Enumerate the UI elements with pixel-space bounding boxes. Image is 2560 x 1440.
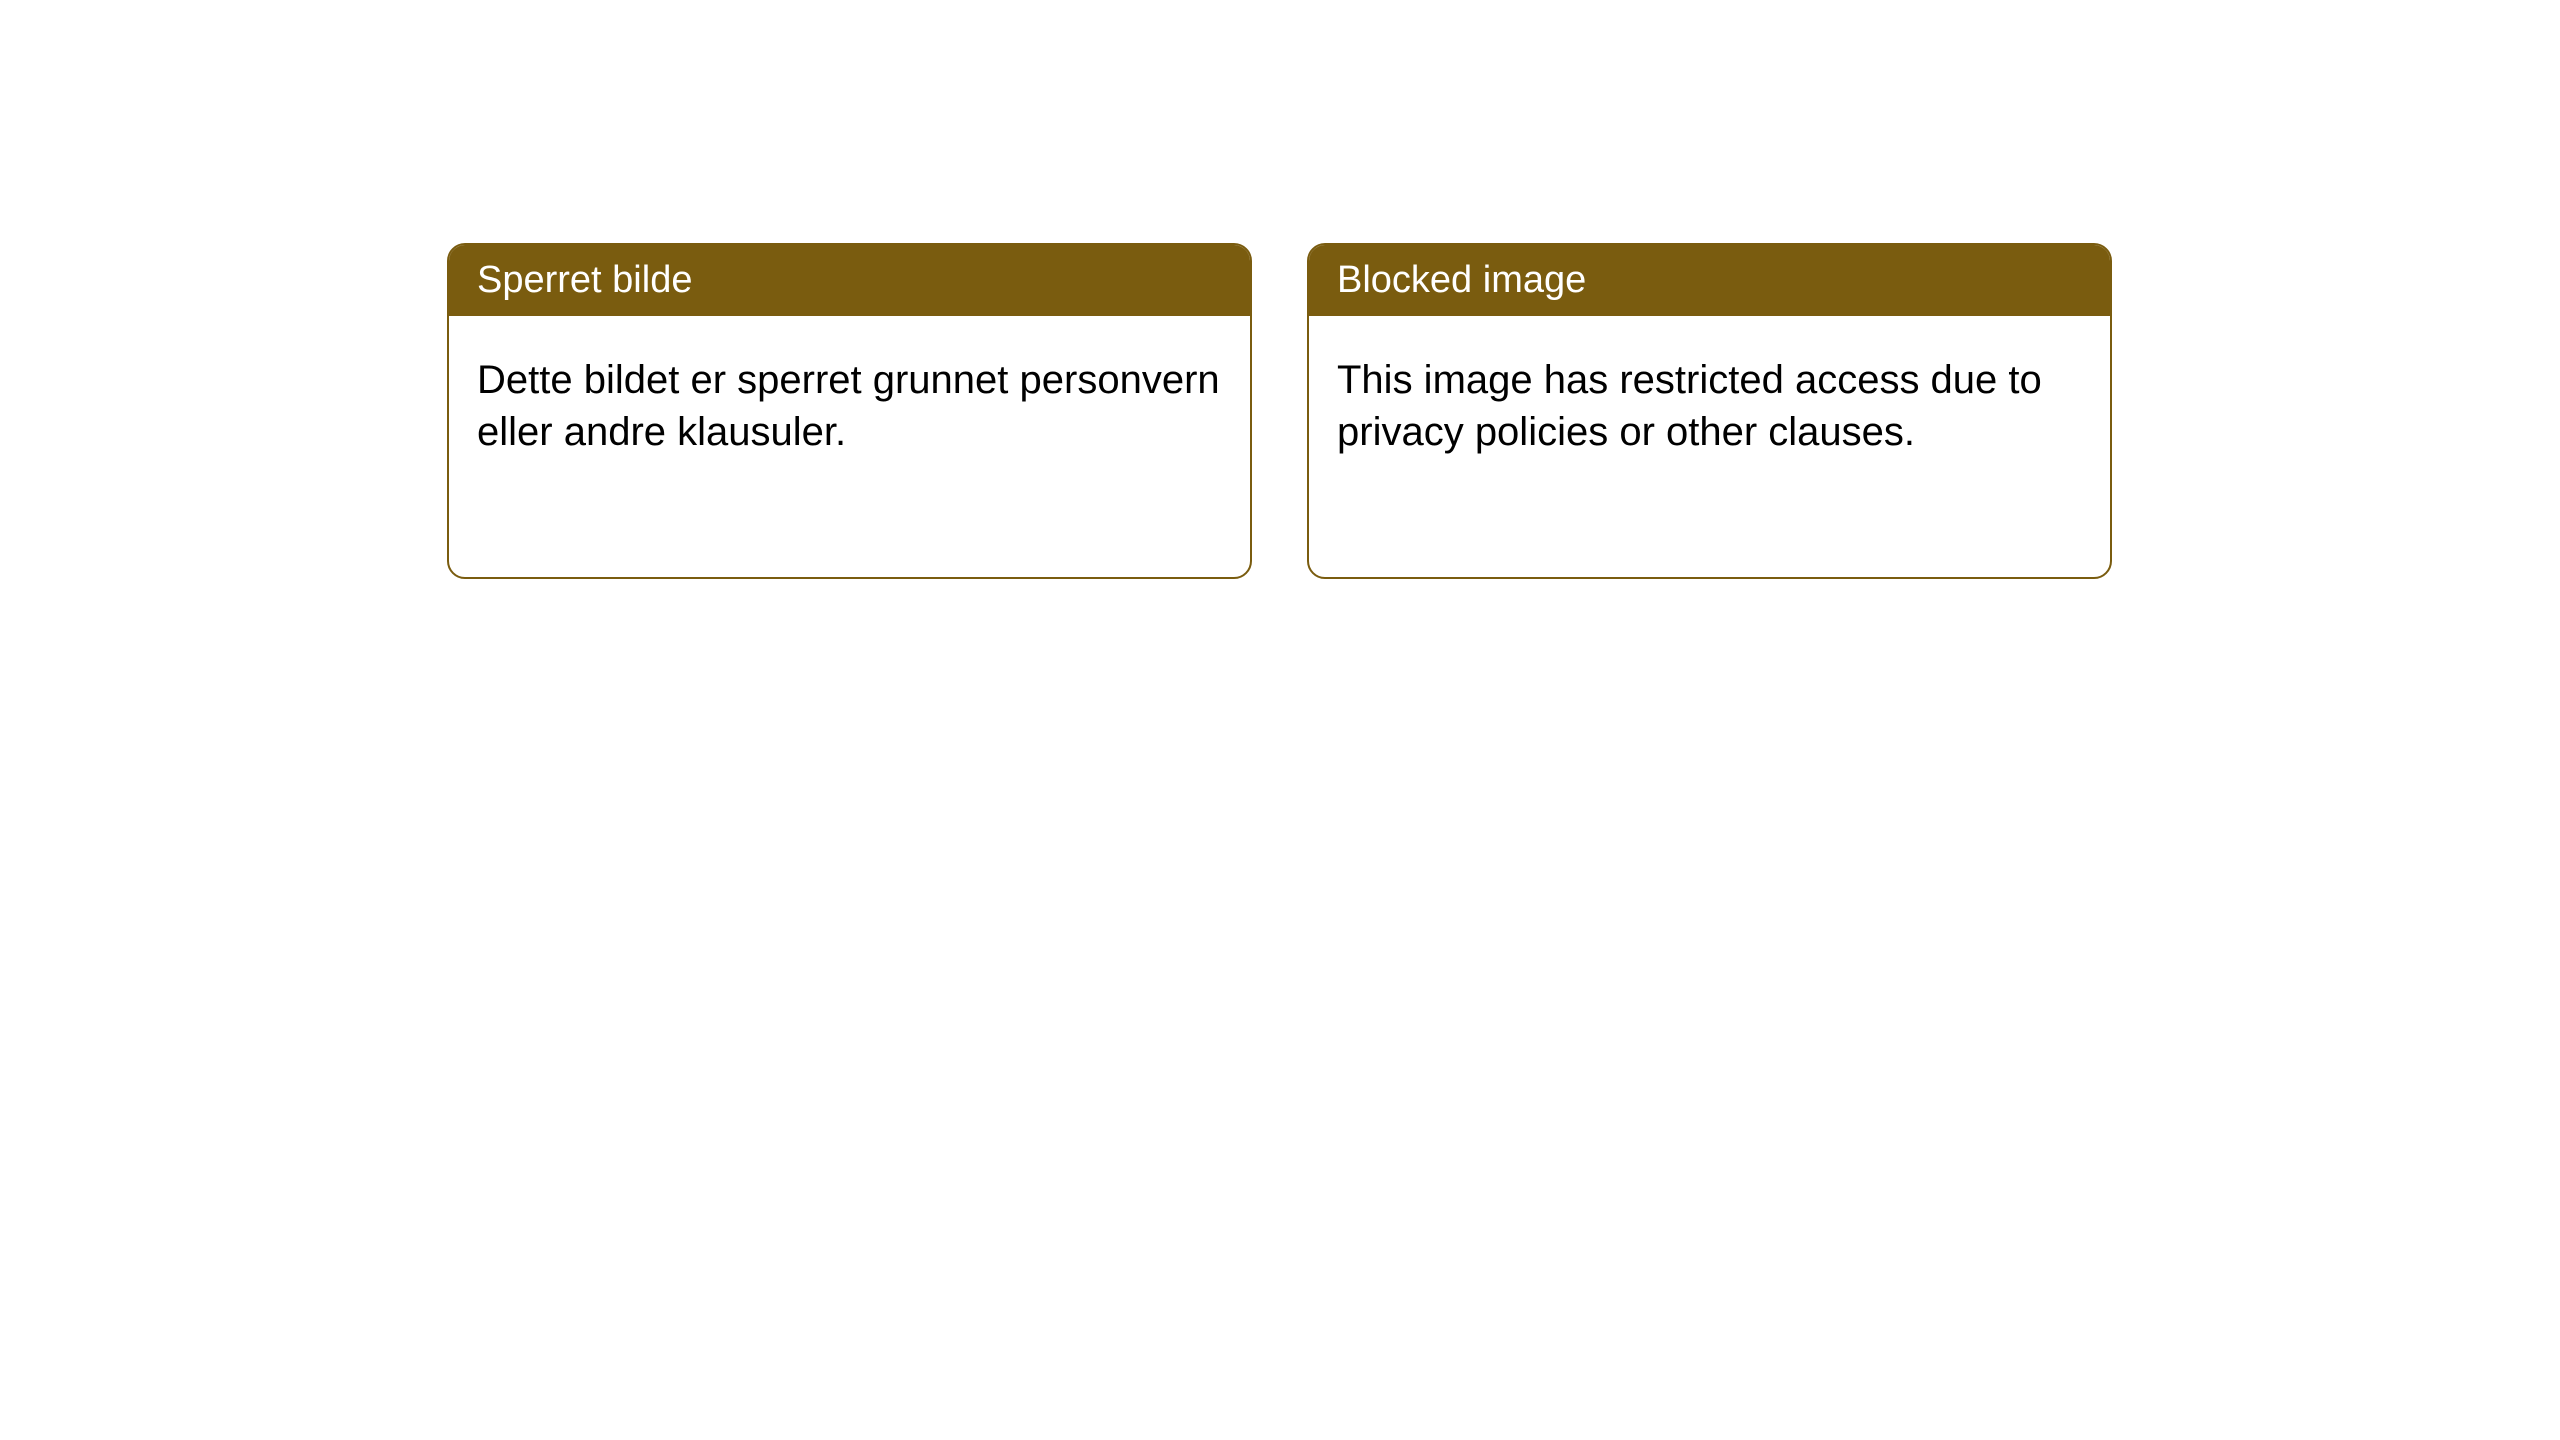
notice-card-english: Blocked image This image has restricted … xyxy=(1307,243,2112,579)
card-message: Dette bildet er sperret grunnet personve… xyxy=(477,358,1220,454)
card-message: This image has restricted access due to … xyxy=(1337,358,2042,454)
card-title: Blocked image xyxy=(1337,259,1586,301)
card-title: Sperret bilde xyxy=(477,259,692,301)
notice-container: Sperret bilde Dette bildet er sperret gr… xyxy=(0,0,2560,579)
card-header: Sperret bilde xyxy=(449,245,1250,316)
card-body: Dette bildet er sperret grunnet personve… xyxy=(449,316,1250,496)
card-header: Blocked image xyxy=(1309,245,2110,316)
card-body: This image has restricted access due to … xyxy=(1309,316,2110,496)
notice-card-norwegian: Sperret bilde Dette bildet er sperret gr… xyxy=(447,243,1252,579)
